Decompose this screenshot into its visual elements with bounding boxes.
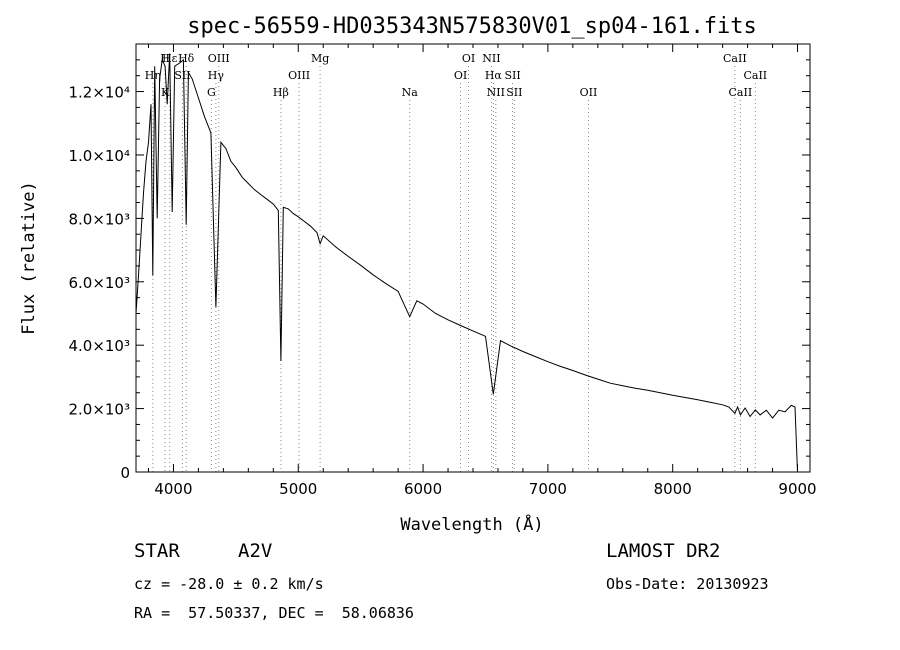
obs-date: Obs-Date: 20130923: [606, 575, 769, 593]
y-axis-label: Flux (relative): [19, 181, 39, 335]
spectral-subclass: A2V: [238, 540, 273, 562]
y-tick-label: 1.2×10⁴: [68, 84, 130, 102]
spectral-line-label: Hβ: [273, 86, 289, 99]
y-tick-label: 2.0×10³: [68, 401, 130, 419]
spectral-line-label: SII: [506, 86, 522, 99]
x-tick-label: 7000: [529, 480, 567, 498]
coordinates: RA = 57.50337, DEC = 58.06836: [134, 604, 414, 622]
x-tick-label: 4000: [154, 480, 192, 498]
x-tick-label: 6000: [404, 480, 442, 498]
spectral-line-label: CaII: [743, 69, 767, 82]
plot-frame: [135, 43, 811, 473]
spectral-line-label: CaII: [729, 86, 753, 99]
x-tick-label: 8000: [654, 480, 692, 498]
x-tick-label: 9000: [778, 480, 816, 498]
survey-name: LAMOST DR2: [606, 540, 721, 562]
spectral-line-label: OI: [462, 52, 475, 65]
spectral-line-label: OIII: [208, 52, 230, 65]
x-tick-label: 5000: [279, 480, 317, 498]
x-axis-label: Wavelength (Å): [400, 513, 543, 535]
y-axis-ticks: 0 2.0×10³ 4.0×10³ 6.0×10³ 8.0×10³ 1.0×10⁴ 1.2×…: [68, 59, 810, 482]
spectral-line-label: OII: [580, 86, 598, 99]
spectral-line-label: NII: [482, 52, 500, 65]
y-tick-label: 1.0×10⁴: [68, 147, 130, 165]
chart-title: spec-56559-HD035343N575830V01_sp04-161.f…: [187, 14, 757, 39]
spectral-line-label: NII: [487, 86, 505, 99]
redshift-value: cz = -28.0 ± 0.2 km/s: [134, 575, 324, 593]
spectral-line-label: Mg: [311, 52, 329, 65]
spectral-line-label: OIII: [288, 69, 310, 82]
spectral-line-markers: [152, 66, 756, 472]
spectral-line-label: Hη: [145, 69, 161, 82]
spectral-line-label: SII: [504, 69, 520, 82]
spectral-line-label: Hδ: [178, 52, 195, 65]
spectral-line-label: G: [207, 86, 216, 99]
spectral-line-label: H: [160, 52, 170, 65]
x-axis-ticks: 4000 5000 6000 7000 8000 9000: [147, 44, 817, 498]
spectral-line-label: K: [161, 86, 170, 99]
spectral-line-label: OI: [454, 69, 467, 82]
spectral-line-label: Hα: [485, 69, 503, 82]
spectral-line-label: SII: [174, 69, 190, 82]
y-tick-label: 0: [120, 464, 130, 482]
y-tick-label: 4.0×10³: [68, 337, 130, 355]
spectrum-line: [135, 53, 798, 473]
object-type: STAR: [134, 540, 180, 562]
spectral-line-label: Na: [402, 86, 419, 99]
spectral-line-label: Hγ: [208, 69, 225, 82]
spectral-line-label: CaII: [723, 52, 747, 65]
y-tick-label: 8.0×10³: [68, 210, 130, 228]
y-tick-label: 6.0×10³: [68, 274, 130, 292]
